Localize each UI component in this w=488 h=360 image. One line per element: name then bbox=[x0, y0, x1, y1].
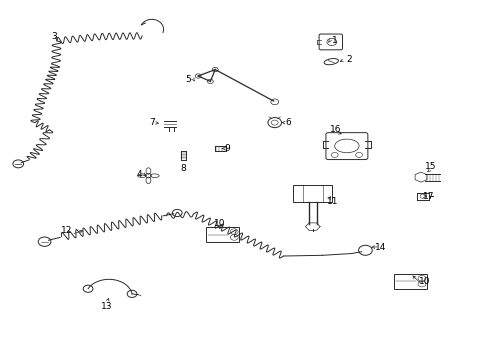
Text: 4: 4 bbox=[137, 170, 142, 179]
Text: 10: 10 bbox=[418, 276, 430, 285]
FancyBboxPatch shape bbox=[319, 34, 342, 50]
Text: 11: 11 bbox=[326, 197, 337, 206]
Text: 5: 5 bbox=[185, 75, 191, 84]
Bar bbox=[293, 185, 331, 202]
Text: 15: 15 bbox=[424, 162, 436, 171]
Text: 13: 13 bbox=[101, 302, 113, 311]
Text: 17: 17 bbox=[422, 192, 434, 201]
Text: 12: 12 bbox=[61, 226, 72, 235]
Bar bbox=[393, 274, 426, 289]
Text: 9: 9 bbox=[224, 144, 230, 153]
Text: 3: 3 bbox=[51, 32, 57, 41]
Text: 1: 1 bbox=[331, 36, 337, 45]
Text: 14: 14 bbox=[375, 243, 386, 252]
Bar bbox=[205, 227, 239, 242]
FancyBboxPatch shape bbox=[325, 133, 367, 159]
Text: 8: 8 bbox=[180, 164, 186, 173]
Text: 16: 16 bbox=[330, 125, 341, 134]
Text: 6: 6 bbox=[285, 118, 291, 127]
Text: 2: 2 bbox=[346, 55, 351, 64]
Text: 7: 7 bbox=[149, 118, 154, 127]
Text: 10: 10 bbox=[214, 219, 225, 228]
